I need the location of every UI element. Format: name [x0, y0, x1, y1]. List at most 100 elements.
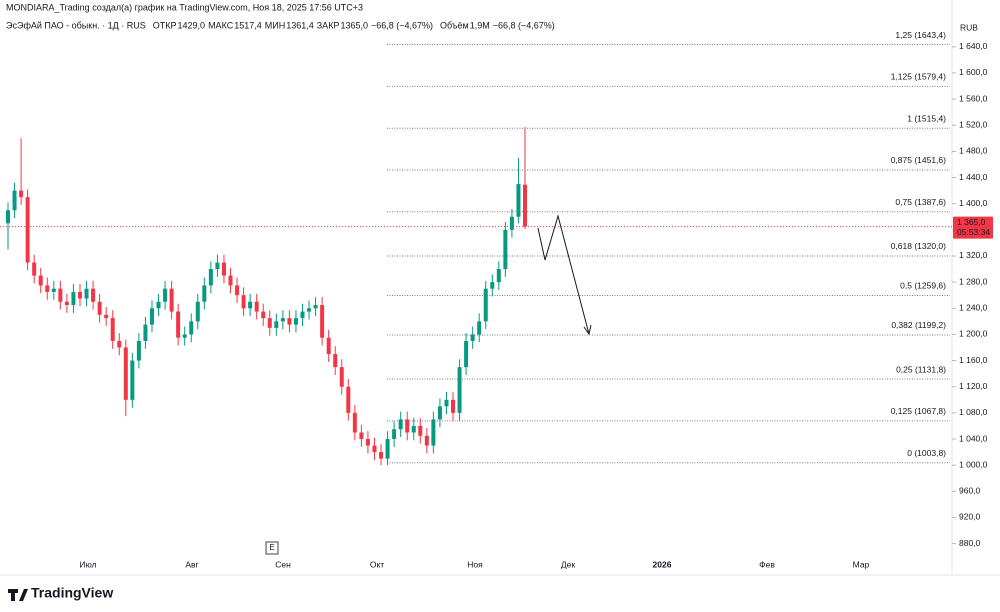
candle-body [352, 412, 357, 433]
legend-text: ЭсЭфАй ПАО - обыкн. · 1Д · RUS [6, 20, 146, 30]
x-tick-label: Дек [561, 559, 575, 569]
candle-body [248, 301, 253, 309]
candle-body [287, 318, 292, 325]
candle-body [333, 354, 338, 368]
candle-body [91, 288, 96, 302]
candle-body [464, 340, 469, 368]
candle-body [365, 439, 370, 446]
candle-body [405, 419, 410, 433]
candle-body [32, 262, 37, 276]
candle-body [431, 419, 436, 446]
candle-body [97, 301, 102, 315]
legend-text: 1517,4 [234, 20, 262, 30]
currency: RUB [960, 22, 978, 32]
y-tick-label: 1 040,0 [959, 433, 988, 443]
y-tick-label: 1 560,0 [959, 93, 988, 103]
fib-label: 1,25 (1643,4) [895, 30, 946, 40]
candle-body [84, 288, 89, 299]
candle-body [6, 210, 10, 224]
candle-body [176, 311, 181, 338]
fib-label: 0,618 (1320,0) [891, 241, 946, 251]
legend-text: −66,8 (−4,67%) [493, 20, 555, 30]
legend: ЭсЭфАй ПАО - обыкн. · 1Д · RUS ОТКР 1429,0… [6, 20, 555, 30]
x-tick-label: Авг [185, 559, 198, 569]
candle-body [38, 275, 43, 286]
candle-body [398, 419, 403, 430]
candle-body [169, 288, 174, 312]
candle-body [437, 406, 442, 420]
fib-label: 0,875 (1451,6) [891, 155, 946, 165]
candle-body [320, 305, 325, 338]
candle-body [418, 425, 423, 436]
candle-body [77, 291, 82, 299]
candle-body [156, 301, 161, 309]
candle-body [503, 229, 508, 270]
x-tick-label: Окт [370, 559, 384, 569]
y-tick-label: 1 520,0 [959, 119, 988, 129]
candle-body [359, 432, 364, 440]
logo: TradingView [8, 585, 113, 601]
candle-body [509, 216, 514, 230]
candle-body [235, 285, 240, 296]
candle-body [58, 288, 63, 302]
candle-body [104, 314, 109, 319]
candle-body [215, 262, 220, 270]
legend-text: 1365,0 [340, 20, 368, 30]
candle-body [195, 301, 200, 322]
y-tick-label: 1 000,0 [959, 459, 988, 469]
candle-body [189, 321, 194, 335]
candle-body [274, 321, 279, 328]
candle-body [496, 269, 501, 283]
legend-text: 1,9M [470, 20, 490, 30]
legend-text: МИН [265, 20, 285, 30]
y-tick-label: 960,0 [959, 486, 981, 496]
candle-body [45, 285, 50, 292]
candle-body [19, 190, 24, 198]
y-tick-label: 1 640,0 [959, 41, 988, 51]
legend-text: 1429,0 [178, 20, 206, 30]
candle-body [149, 308, 154, 325]
y-tick-label: 1 120,0 [959, 381, 988, 391]
event-marker-box[interactable] [265, 541, 279, 555]
candle-body [424, 435, 429, 446]
candle-body [307, 308, 312, 312]
y-tick-label: 1 320,0 [959, 250, 988, 260]
fib-label: 0,125 (1067,8) [891, 406, 946, 416]
candle-body [254, 301, 259, 312]
candle-body [346, 386, 351, 413]
legend-text: Объём [440, 20, 469, 30]
candle-body [110, 318, 115, 341]
x-tick-label: Июл [79, 559, 96, 569]
y-tick-label: 1 240,0 [959, 303, 988, 313]
fib-label: 0,5 (1259,6) [900, 281, 946, 291]
candle-body [64, 301, 69, 306]
y-tick-label: 1 160,0 [959, 355, 988, 365]
candle-body [202, 285, 207, 302]
candle-body [130, 360, 135, 400]
candle-body [261, 311, 266, 319]
candle-body [444, 399, 449, 407]
candle-body [339, 367, 344, 387]
fib-label: 0,75 (1387,6) [895, 197, 946, 207]
event-marker[interactable]: E [269, 543, 274, 552]
candle-body [385, 439, 390, 459]
candle-body [182, 334, 187, 338]
candle-body [25, 197, 30, 263]
logo-icon [8, 589, 28, 601]
fib-label: 1 (1515,4) [907, 114, 946, 124]
legend-text: МАКС [208, 20, 234, 30]
candle-body [379, 452, 384, 459]
candle-body [477, 321, 482, 335]
candle-body [392, 429, 397, 440]
price-tag-countdown: 05:53:34 [957, 227, 990, 237]
x-tick-label: Мар [853, 559, 870, 569]
candle-body [457, 367, 462, 413]
legend-text: ЗАКР [317, 20, 340, 30]
x-tick-label: Фев [759, 559, 775, 569]
drawing-arrow [537, 214, 592, 336]
legend-text: 1361,4 [286, 20, 314, 30]
candle-body [208, 269, 213, 286]
candle-body [267, 318, 272, 328]
